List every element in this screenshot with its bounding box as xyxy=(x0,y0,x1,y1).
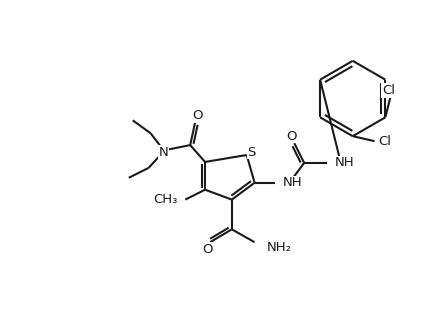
Text: Cl: Cl xyxy=(378,135,391,148)
Text: O: O xyxy=(202,243,212,256)
Text: S: S xyxy=(248,145,256,158)
Text: NH: NH xyxy=(282,176,302,189)
Text: O: O xyxy=(192,109,202,122)
Text: CH₃: CH₃ xyxy=(153,193,177,206)
Text: N: N xyxy=(159,145,168,158)
Text: O: O xyxy=(286,130,296,143)
Text: NH₂: NH₂ xyxy=(267,241,292,254)
Text: NH: NH xyxy=(335,156,354,169)
Text: Cl: Cl xyxy=(382,84,395,97)
